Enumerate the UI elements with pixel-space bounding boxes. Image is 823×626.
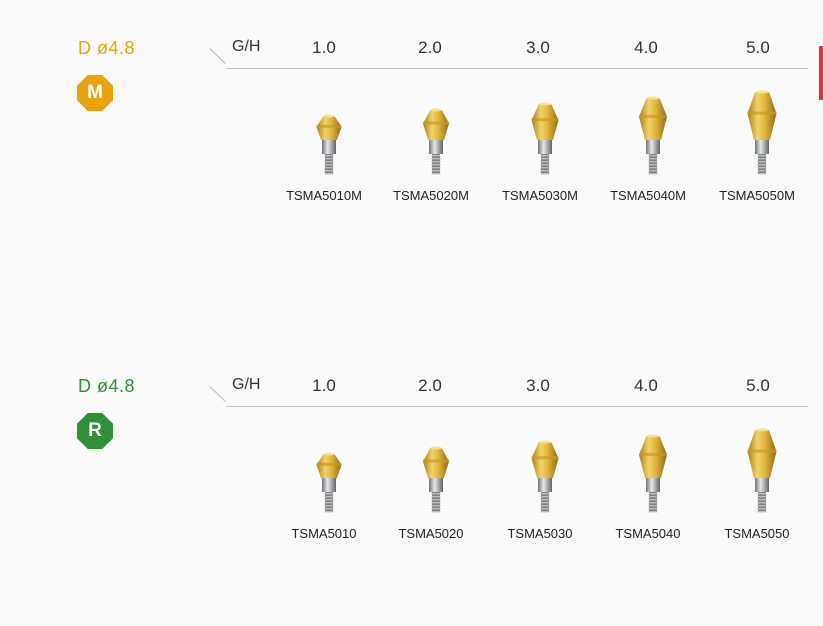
height-header: 5.0 <box>746 38 770 57</box>
height-header: 4.0 <box>634 376 658 395</box>
product-item[interactable]: TSMA5050 <box>707 426 807 546</box>
abutment-icon <box>639 96 667 175</box>
product-code: TSMA5050 <box>724 526 790 541</box>
product-code: TSMA5020 <box>398 526 464 541</box>
product-item[interactable]: TSMA5010M <box>274 88 374 208</box>
height-header: 5.0 <box>746 376 770 395</box>
abutment-icon <box>423 446 449 513</box>
header-divider <box>226 68 808 69</box>
gh-header-row: G/H 1.0 2.0 3.0 4.0 5.0 <box>0 38 823 62</box>
product-item[interactable]: TSMA5040M <box>598 88 698 208</box>
product-code: TSMA5030M <box>502 188 578 203</box>
height-header: 1.0 <box>312 376 336 395</box>
product-item[interactable]: TSMA5030M <box>490 88 590 208</box>
m-badge-icon: M <box>77 75 113 111</box>
product-code: TSMA5040M <box>610 188 686 203</box>
gh-header-row: G/H 1.0 2.0 3.0 4.0 5.0 <box>0 376 823 400</box>
height-header: 2.0 <box>418 38 442 57</box>
product-code: TSMA5020M <box>393 188 469 203</box>
edge-marker <box>819 46 823 100</box>
height-header: 3.0 <box>526 38 550 57</box>
product-code: TSMA5040 <box>615 526 681 541</box>
abutment-icon <box>531 102 559 175</box>
gh-label: G/H <box>232 38 261 55</box>
abutment-icon <box>639 434 667 513</box>
product-item[interactable]: TSMA5020 <box>381 426 481 546</box>
product-code: TSMA5010M <box>286 188 362 203</box>
abutment-icon <box>747 90 777 175</box>
r-badge-icon: R <box>77 413 113 449</box>
abutment-icon <box>747 428 777 513</box>
gh-label: G/H <box>232 376 261 393</box>
product-item[interactable]: TSMA5020M <box>381 88 481 208</box>
diameter-label: D ø4.8 <box>78 376 136 396</box>
header-divider <box>226 406 808 407</box>
height-header: 4.0 <box>634 38 658 57</box>
section-m-type: D ø4.8 M G/H 1.0 2.0 3.0 4.0 5.0 TSMA501… <box>0 28 823 288</box>
product-item[interactable]: TSMA5010 <box>274 426 374 546</box>
diameter-label: D ø4.8 <box>78 38 136 58</box>
abutment-icon <box>423 108 449 175</box>
product-item[interactable]: TSMA5040 <box>598 426 698 546</box>
product-item[interactable]: TSMA5030 <box>490 426 590 546</box>
product-item[interactable]: TSMA5050M <box>707 88 807 208</box>
height-header: 2.0 <box>418 376 442 395</box>
section-r-type: D ø4.8 R G/H 1.0 2.0 3.0 4.0 5.0 TSMA501… <box>0 366 823 626</box>
height-header: 3.0 <box>526 376 550 395</box>
abutment-icon <box>316 114 342 175</box>
product-code: TSMA5010 <box>291 526 357 541</box>
height-header: 1.0 <box>312 38 336 57</box>
product-code: TSMA5030 <box>507 526 573 541</box>
abutment-icon <box>531 440 559 513</box>
abutment-icon <box>316 452 342 513</box>
product-code: TSMA5050M <box>719 188 795 203</box>
